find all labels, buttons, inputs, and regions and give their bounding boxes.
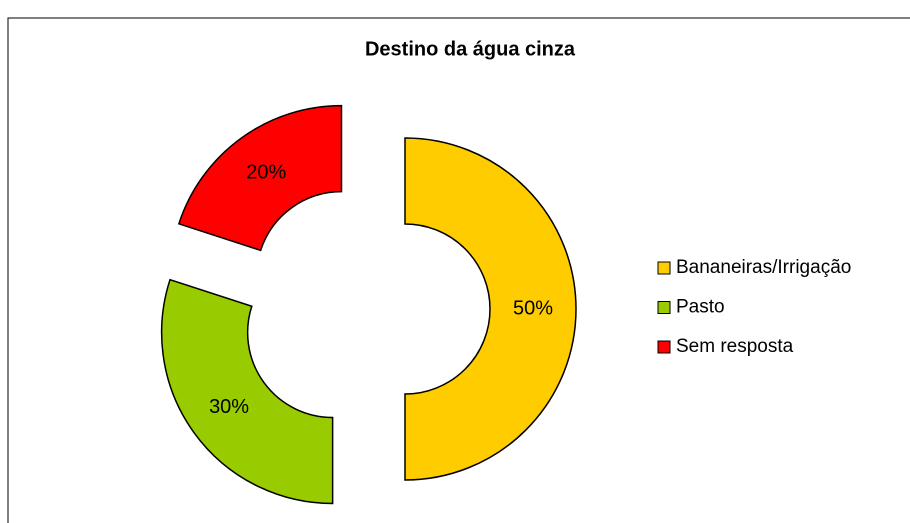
chart-title: Destino da água cinza <box>365 38 576 60</box>
legend-label: Pasto <box>676 297 725 318</box>
legend-label: Bananeiras/Irrigação <box>676 257 851 278</box>
legend-swatch <box>657 301 671 314</box>
legend-label: Sem resposta <box>676 336 794 357</box>
data-label: 30% <box>209 396 249 418</box>
data-label: 50% <box>513 297 553 319</box>
donut-segment <box>160 278 334 505</box>
donut-segment <box>404 137 577 481</box>
data-label: 20% <box>246 161 286 183</box>
legend-swatch <box>657 261 671 275</box>
donut-segment <box>177 104 343 252</box>
legend-swatch <box>657 340 671 354</box>
